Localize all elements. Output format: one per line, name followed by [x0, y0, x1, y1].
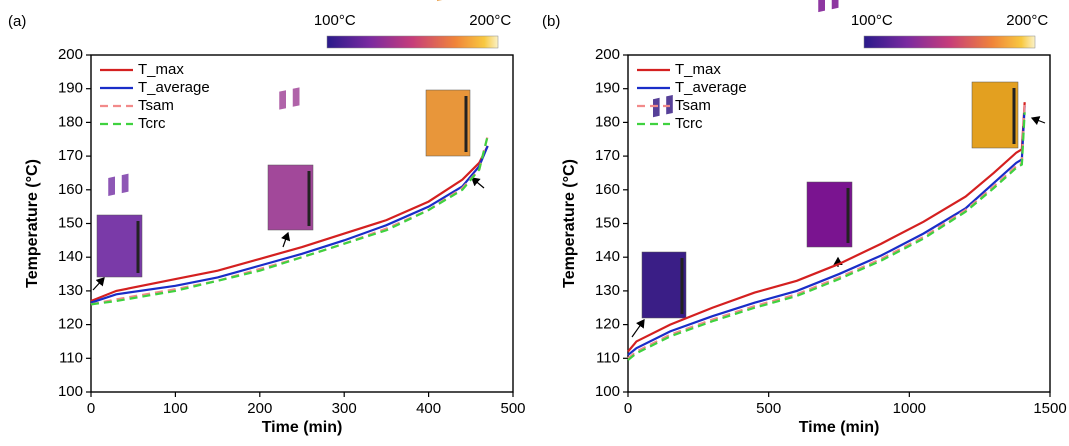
battery-tab — [279, 90, 286, 110]
y-tick-label: 120 — [595, 316, 620, 333]
battery-tab — [818, 0, 825, 13]
panel-label: (b) — [542, 13, 560, 30]
colorbar — [863, 35, 1036, 49]
series-line — [90, 145, 489, 304]
colorbar-label: 200°C — [469, 12, 511, 29]
colorbar — [326, 35, 499, 49]
y-tick-label: 180 — [595, 113, 620, 130]
legend-label: T_max — [675, 61, 721, 78]
y-tick-label: 100 — [58, 383, 83, 400]
y-tick-label: 110 — [596, 349, 620, 366]
y-tick-label: 130 — [595, 282, 620, 299]
y-tick-label: 100 — [595, 383, 620, 400]
x-tick-label: 100 — [163, 400, 188, 417]
battery-tab — [121, 173, 129, 194]
x-tick-label: 1500 — [1033, 400, 1066, 417]
series-line — [90, 135, 489, 306]
legend-label: Tcrc — [138, 115, 166, 132]
battery-icon — [425, 0, 471, 157]
legend-label: Tcrc — [675, 115, 703, 132]
plot-frame — [627, 54, 1051, 393]
legend-label: T_average — [675, 79, 747, 96]
x-tick-label: 0 — [87, 400, 95, 417]
legend-label: Tsam — [675, 97, 711, 114]
y-tick-label: 150 — [58, 214, 83, 231]
colorbar-label: 100°C — [314, 12, 356, 29]
y-tick-label: 170 — [595, 147, 620, 164]
x-axis-label: Time (min) — [799, 419, 880, 436]
series-line — [627, 102, 1026, 353]
series-line — [627, 112, 1026, 361]
series-line — [627, 102, 1026, 360]
battery-tab — [437, 0, 444, 2]
battery-body — [425, 89, 471, 157]
battery-icon — [267, 87, 314, 231]
x-tick-label: 400 — [416, 400, 441, 417]
legend-label: T_max — [138, 61, 184, 78]
battery-body — [806, 181, 853, 248]
series-line — [90, 145, 489, 303]
y-tick-label: 160 — [58, 181, 83, 198]
y-tick-label: 130 — [58, 282, 83, 299]
battery-body — [96, 214, 143, 278]
x-tick-label: 500 — [500, 400, 525, 417]
battery-icon — [641, 94, 687, 319]
battery-tab — [108, 176, 115, 196]
y-tick-label: 170 — [58, 147, 83, 164]
x-tick-label: 300 — [332, 400, 357, 417]
arrow — [92, 277, 105, 291]
x-tick-label: 0 — [624, 400, 632, 417]
colorbar-label: 100°C — [851, 12, 893, 29]
arrow — [1030, 116, 1046, 126]
legend-label: T_average — [138, 79, 210, 96]
y-tick-label: 200 — [595, 46, 620, 63]
battery-icon — [806, 0, 853, 248]
arrow — [281, 231, 291, 248]
y-axis-label: Temperature (°C) — [561, 159, 578, 288]
battery-tab — [292, 87, 300, 107]
y-tick-label: 140 — [58, 248, 83, 265]
x-axis-label: Time (min) — [262, 419, 343, 436]
battery-body — [641, 251, 687, 319]
battery-tab — [653, 97, 660, 118]
colorbar-label: 200°C — [1006, 12, 1048, 29]
x-tick-label: 200 — [247, 400, 272, 417]
plot-frame — [90, 54, 514, 393]
y-tick-label: 160 — [595, 181, 620, 198]
y-tick-label: 190 — [58, 80, 83, 97]
y-tick-label: 150 — [595, 214, 620, 231]
battery-tab — [831, 0, 839, 10]
legend-label: Tsam — [138, 97, 174, 114]
y-tick-label: 180 — [58, 113, 83, 130]
battery-tab — [666, 94, 673, 115]
battery-body — [971, 81, 1019, 149]
x-tick-label: 1000 — [893, 400, 926, 417]
battery-icon — [96, 173, 143, 278]
x-tick-label: 500 — [756, 400, 781, 417]
arrow — [631, 319, 645, 338]
panel-label: (a) — [8, 13, 26, 30]
y-tick-label: 120 — [58, 316, 83, 333]
y-tick-label: 200 — [58, 46, 83, 63]
y-tick-label: 140 — [595, 248, 620, 265]
y-tick-label: 190 — [595, 80, 620, 97]
series-line — [627, 105, 1026, 356]
y-tick-label: 110 — [59, 349, 83, 366]
arrow — [471, 177, 485, 189]
battery-icon — [971, 81, 1019, 149]
y-axis-label: Temperature (°C) — [24, 159, 41, 288]
battery-body — [267, 164, 314, 231]
